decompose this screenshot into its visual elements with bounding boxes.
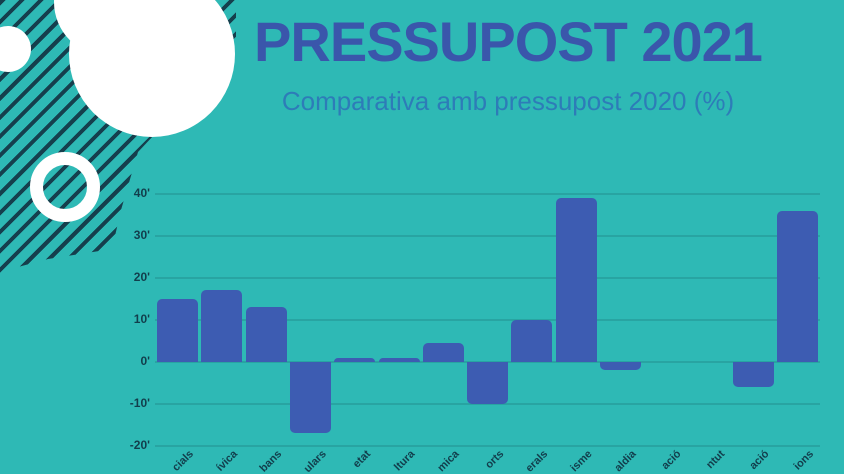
y-tick-label: 20' [133,269,150,284]
x-axis-label: erals [523,448,551,474]
bar-bans [245,307,287,362]
bar-aldia [600,361,641,371]
gridline [155,402,820,405]
x-axis-label: ívica [214,448,241,474]
x-axis-label: cials [170,448,196,474]
gridline [155,318,820,321]
x-axis-label: ions [791,448,817,473]
bar-ívica [201,290,243,362]
x-axis-label: ació [747,448,772,473]
x-axis-label: ltura [392,448,418,474]
y-tick-label: 40' [133,185,150,200]
bar-erals [511,319,553,362]
white-circle-decoration [69,0,235,137]
gridline [155,234,820,237]
bar-cials [157,298,198,362]
x-axis-label: bans [257,448,285,474]
bar-etat [334,357,376,362]
bar-mica [422,342,464,362]
x-axis-label: ntut [704,448,728,472]
chart-header: PRESSUPOST 2021 Comparativa amb pressupo… [168,0,844,117]
bar-isme [555,197,597,362]
x-axis-label: isme [568,448,595,474]
bar-ltura [378,357,420,362]
x-axis-label: aldia [612,448,639,474]
gridline [155,276,820,279]
x-axis-label: mica [435,448,462,474]
y-tick-label: -10' [129,395,150,410]
bar-ulars [289,361,331,434]
page-subtitle: Comparativa amb pressupost 2020 (%) [281,86,735,116]
bar-ació [732,361,774,387]
x-axis-label: etat [350,448,374,471]
page-title: PRESSUPOST 2021 [254,10,763,73]
bar-orts [467,361,509,404]
gridline [155,192,820,195]
y-tick-label: 10' [133,311,150,326]
x-axis-label: orts [482,448,507,472]
gridline [155,444,820,447]
y-tick-label: 30' [133,227,150,242]
bar-ions [777,210,819,362]
x-axis-label: ació [659,448,684,473]
y-tick-label: 0' [140,353,150,368]
y-tick-label: -20' [129,437,150,452]
x-axis-label: ulars [301,448,329,474]
